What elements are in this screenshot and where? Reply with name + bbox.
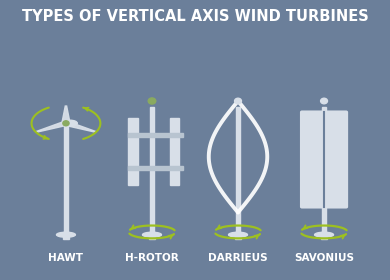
Ellipse shape [148, 98, 156, 104]
Ellipse shape [57, 232, 75, 237]
Ellipse shape [63, 121, 69, 126]
Bar [64, 123, 68, 235]
Ellipse shape [315, 232, 333, 237]
Ellipse shape [63, 120, 77, 126]
Bar [149, 232, 155, 239]
Polygon shape [36, 122, 68, 132]
Bar [63, 232, 69, 239]
Text: TYPES OF VERTICAL AXIS WIND TURBINES: TYPES OF VERTICAL AXIS WIND TURBINES [21, 8, 369, 24]
Bar [235, 232, 241, 239]
Bar [322, 107, 326, 235]
FancyBboxPatch shape [323, 111, 348, 209]
Text: DARRIEUS: DARRIEUS [208, 253, 268, 263]
Bar [128, 133, 183, 137]
Ellipse shape [229, 232, 248, 237]
Text: HAWT: HAWT [48, 253, 83, 263]
Ellipse shape [321, 98, 328, 104]
Polygon shape [170, 118, 179, 185]
Polygon shape [62, 106, 70, 123]
Bar [321, 232, 327, 239]
Bar [236, 107, 240, 235]
Bar [150, 107, 154, 235]
Bar [128, 166, 183, 170]
Polygon shape [64, 122, 96, 132]
Polygon shape [128, 118, 138, 185]
FancyBboxPatch shape [300, 111, 325, 209]
Text: SAVONIUS: SAVONIUS [294, 253, 354, 263]
Text: H-ROTOR: H-ROTOR [125, 253, 179, 263]
Ellipse shape [234, 98, 241, 104]
Ellipse shape [142, 232, 161, 237]
